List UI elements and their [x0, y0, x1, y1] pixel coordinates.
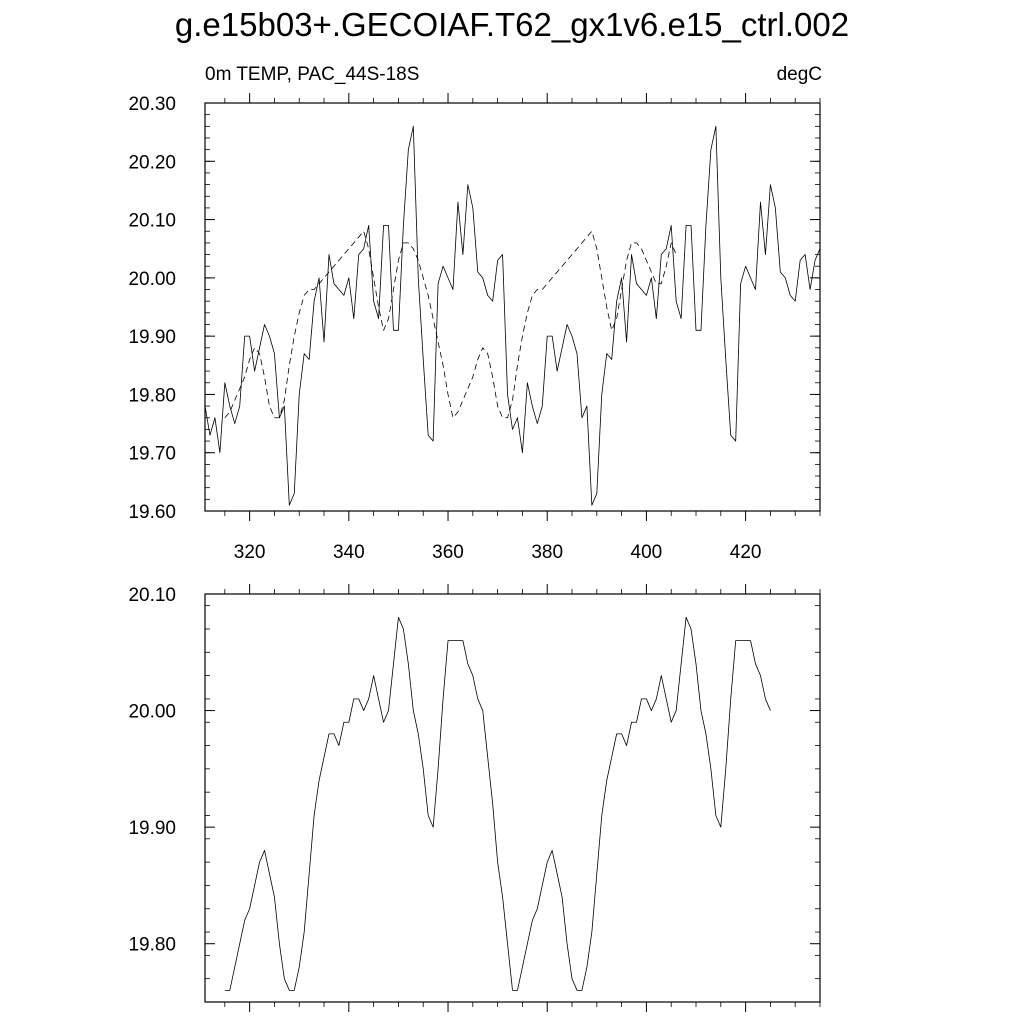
plot-panel-1: 19.60 19.70 19.80 19.90 20.00 20.10 20.20 20.30…	[128, 93, 821, 563]
variable-label: 0m TEMP, PAC_44S-18S	[205, 64, 420, 85]
y-tick-label: 20.30	[128, 94, 176, 115]
x-tick-label: 320	[234, 542, 266, 563]
data-series-line	[204, 125, 821, 506]
units-label: degC	[776, 64, 822, 85]
plot-panel-2: 19.80 19.90 20.00 20.10	[128, 584, 821, 1012]
x-tick-label: 340	[333, 542, 365, 563]
x-tick-label: 360	[432, 542, 464, 563]
y-tick-label: 20.00	[128, 702, 176, 723]
x-tick-label: 420	[730, 542, 762, 563]
y-tick-label: 19.80	[128, 935, 176, 956]
y-tick-label: 19.60	[128, 502, 176, 523]
y-tick-label: 20.20	[128, 152, 176, 173]
chart-title: g.e15b03+.GECOIAF.T62_gx1v6.e15_ctrl.002	[174, 6, 850, 43]
smoothed-series-line	[224, 230, 677, 419]
y-tick-label: 19.90	[128, 327, 176, 348]
y-tick-label: 20.00	[128, 269, 176, 290]
plot-frame	[204, 102, 821, 512]
data-series-line	[224, 616, 771, 991]
y-tick-label: 20.10	[128, 585, 176, 606]
y-tick-label: 19.80	[128, 385, 176, 406]
x-tick-label: 380	[531, 542, 563, 563]
plot-frame	[204, 593, 821, 1003]
y-tick-label: 19.90	[128, 818, 176, 839]
y-tick-label: 20.10	[128, 211, 176, 232]
y-tick-label: 19.70	[128, 444, 176, 465]
x-tick-label: 400	[631, 542, 663, 563]
